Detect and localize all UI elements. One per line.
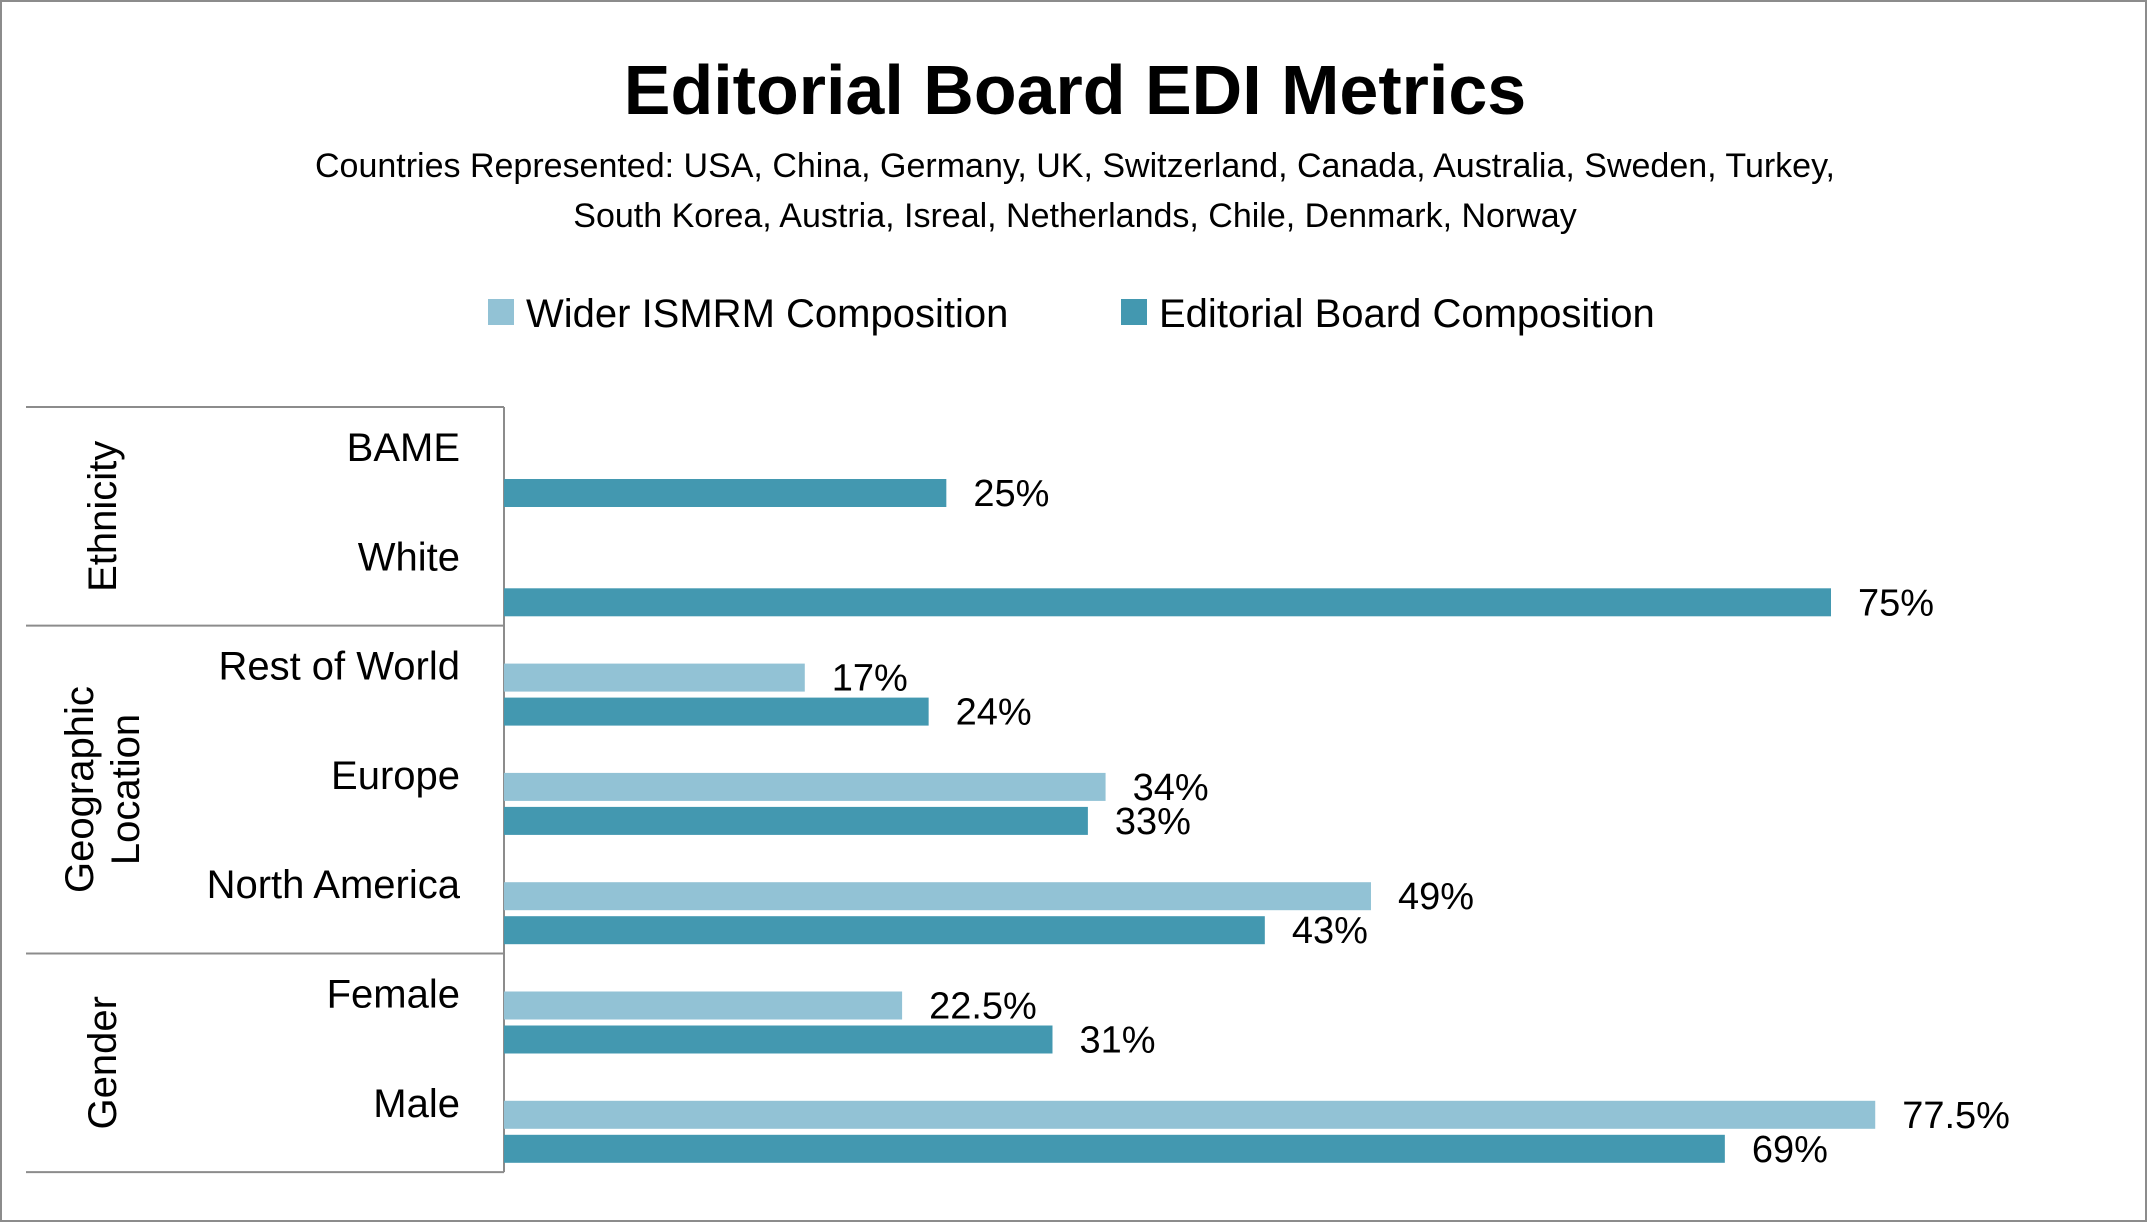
category-label-bame: BAME — [347, 426, 460, 470]
category-label-rest-of-world: Rest of World — [218, 645, 460, 689]
group-label-line: Geographic — [58, 686, 102, 893]
group-label-line: Gender — [81, 996, 125, 1129]
value-label-wider-ismrm-composition-female: 22.5% — [929, 986, 1037, 1028]
bar-editorial-board-composition-europe — [504, 806, 1088, 835]
group-label-geographic-location: GeographicLocation — [58, 686, 148, 893]
group-label-gender: Gender — [81, 996, 125, 1129]
value-label-wider-ismrm-composition-male: 77.5% — [1902, 1095, 2010, 1137]
category-label-white: White — [358, 535, 460, 579]
value-label-wider-ismrm-composition-rest-of-world: 17% — [832, 658, 908, 700]
category-axis: Ethnicity GeographicLocation Gender BAME Whi… — [26, 406, 505, 1174]
legend: Wider ISMRM Composition Editorial Board … — [488, 292, 1655, 336]
legend-swatch-editorial-board — [1121, 299, 1147, 325]
value-label-editorial-board-composition-rest-of-world: 24% — [956, 692, 1032, 734]
bar-editorial-board-composition-rest-of-world — [504, 697, 929, 726]
category-label-female: Female — [327, 973, 460, 1017]
group-label-line: Location — [104, 714, 148, 865]
bar-wider-ismrm-composition-rest-of-world — [504, 663, 805, 692]
value-label-editorial-board-composition-north-america: 43% — [1292, 910, 1368, 952]
bar-wider-ismrm-composition-europe — [504, 772, 1106, 801]
value-label-editorial-board-composition-bame: 25% — [973, 473, 1049, 515]
chart-title: Editorial Board EDI Metrics — [624, 51, 1526, 129]
legend-label-wider-ismrm: Wider ISMRM Composition — [526, 292, 1008, 336]
legend-swatch-wider-ismrm — [488, 299, 514, 325]
chart-subtitle-line-2: South Korea, Austria, Isreal, Netherland… — [573, 197, 1576, 235]
value-labels: 25% 75% 17% 24% 34%33% 49% 43% 22.5% 31% 77.5% 69% — [832, 473, 2010, 1171]
category-label-north-america: North America — [207, 863, 461, 907]
bars — [504, 479, 1876, 1163]
bar-wider-ismrm-composition-north-america — [504, 882, 1371, 911]
value-label-wider-ismrm-composition-europe: 34% — [1133, 767, 1209, 809]
bar-editorial-board-composition-white — [504, 588, 1831, 617]
bar-wider-ismrm-composition-female — [504, 991, 903, 1020]
group-label-line: Ethnicity — [81, 441, 125, 592]
category-label-male: Male — [373, 1082, 460, 1126]
chart-subtitle-line-1: Countries Represented: USA, China, Germa… — [315, 147, 1835, 185]
value-label-editorial-board-composition-white: 75% — [1858, 582, 1934, 624]
value-label-editorial-board-composition-male: 69% — [1752, 1129, 1828, 1171]
group-label-ethnicity: Ethnicity — [81, 441, 125, 592]
value-label-wider-ismrm-composition-north-america: 49% — [1398, 876, 1474, 918]
legend-label-editorial-board: Editorial Board Composition — [1159, 292, 1655, 336]
bar-editorial-board-composition-bame — [504, 479, 947, 507]
value-label-editorial-board-composition-female: 31% — [1079, 1020, 1155, 1062]
category-label-europe: Europe — [331, 754, 460, 798]
bar-editorial-board-composition-female — [504, 1025, 1053, 1054]
bar-editorial-board-composition-north-america — [504, 916, 1265, 945]
value-label-editorial-board-composition-europe: 33% — [1115, 801, 1191, 843]
bar-wider-ismrm-composition-male — [504, 1100, 1876, 1129]
bar-editorial-board-composition-male — [504, 1134, 1725, 1163]
